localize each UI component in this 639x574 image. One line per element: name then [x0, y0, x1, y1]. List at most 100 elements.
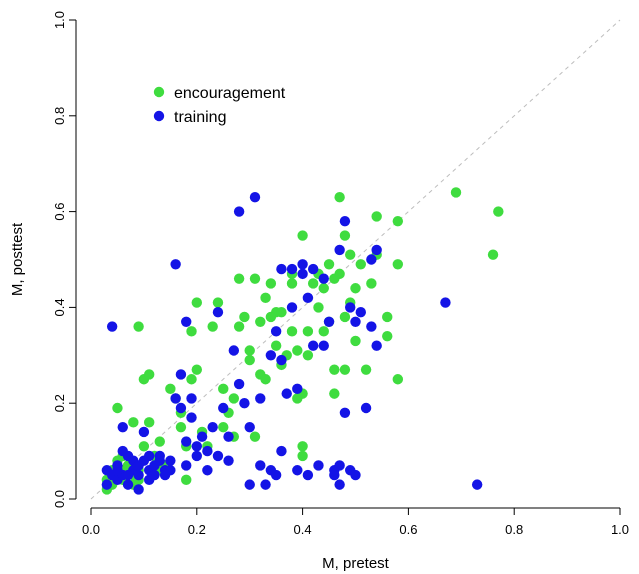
point-encouragement	[329, 388, 340, 399]
point-encouragement	[355, 259, 366, 270]
point-training	[233, 378, 245, 390]
point-training	[276, 445, 287, 457]
point-training	[260, 479, 271, 490]
point-encouragement	[392, 215, 404, 227]
point-training	[276, 263, 287, 275]
point-training	[170, 259, 181, 270]
point-training	[355, 306, 366, 318]
point-encouragement	[318, 326, 329, 337]
point-training	[307, 340, 319, 351]
point-encouragement	[450, 187, 462, 198]
point-training	[292, 465, 303, 476]
point-training	[181, 436, 192, 447]
point-training	[313, 460, 324, 471]
point-training	[323, 316, 335, 327]
point-training	[350, 316, 361, 327]
point-training	[122, 479, 134, 490]
x-tick-label: 0.4	[294, 522, 312, 537]
point-encouragement	[255, 316, 266, 327]
point-training	[117, 421, 128, 433]
point-training	[223, 431, 234, 442]
point-encouragement	[360, 364, 372, 375]
point-training	[165, 455, 176, 466]
point-training	[307, 263, 319, 275]
point-encouragement	[154, 436, 165, 447]
y-tick-label: 0.0	[52, 490, 67, 508]
point-training	[302, 292, 314, 304]
point-encouragement	[186, 374, 197, 385]
point-encouragement	[318, 283, 329, 294]
point-encouragement	[143, 417, 155, 428]
point-training	[297, 259, 308, 270]
data-points	[101, 187, 504, 495]
point-encouragement	[265, 311, 277, 323]
point-training	[233, 206, 245, 217]
point-training	[471, 479, 483, 490]
point-encouragement	[228, 393, 240, 404]
point-training	[212, 450, 224, 462]
point-encouragement	[175, 421, 187, 433]
x-tick-label: 0.0	[82, 522, 100, 537]
point-training	[106, 321, 118, 332]
point-encouragement	[297, 230, 308, 241]
point-training	[207, 421, 218, 433]
point-encouragement	[286, 326, 298, 337]
point-training	[202, 465, 213, 476]
y-tick-label: 0.4	[52, 298, 67, 316]
point-encouragement	[382, 311, 393, 323]
point-encouragement	[392, 374, 404, 385]
legend-marker-training	[153, 110, 165, 122]
point-encouragement	[276, 306, 287, 318]
point-encouragement	[350, 335, 361, 347]
point-training	[366, 321, 377, 332]
point-training	[292, 383, 303, 395]
point-training	[334, 244, 345, 256]
legend-marker-encouragement	[153, 86, 165, 98]
point-encouragement	[218, 383, 229, 395]
point-training	[239, 398, 250, 409]
y-tick-label: 0.6	[52, 203, 67, 221]
point-training	[223, 455, 234, 466]
legend: encouragement training	[141, 77, 317, 135]
point-training	[228, 345, 240, 356]
point-training	[339, 407, 351, 418]
point-encouragement	[339, 230, 351, 241]
point-training	[297, 268, 308, 280]
point-training	[175, 369, 187, 380]
point-encouragement	[218, 421, 229, 433]
point-encouragement	[212, 297, 224, 308]
point-training	[196, 431, 208, 442]
point-training	[360, 402, 372, 414]
point-encouragement	[339, 311, 351, 323]
point-encouragement	[350, 283, 361, 294]
point-training	[334, 460, 345, 471]
point-training	[138, 426, 150, 438]
point-encouragement	[191, 297, 202, 308]
point-training	[345, 302, 356, 313]
point-encouragement	[128, 417, 139, 428]
point-encouragement	[138, 441, 150, 452]
point-encouragement	[244, 354, 255, 366]
point-training	[329, 469, 340, 481]
point-encouragement	[249, 273, 261, 284]
point-training	[133, 484, 144, 495]
point-training	[133, 460, 144, 471]
legend-label-training: training	[174, 109, 226, 126]
point-encouragement	[297, 441, 308, 452]
point-encouragement	[366, 278, 377, 289]
identity-reference-line	[90, 19, 621, 500]
point-encouragement	[487, 249, 499, 260]
point-encouragement	[181, 474, 192, 486]
legend-box	[141, 77, 317, 135]
point-encouragement	[493, 206, 504, 217]
point-training	[286, 263, 298, 275]
point-encouragement	[249, 431, 261, 442]
point-training	[255, 393, 266, 404]
point-encouragement	[302, 326, 314, 337]
y-tick-label: 1.0	[52, 11, 67, 29]
point-encouragement	[233, 321, 245, 332]
point-training	[181, 316, 192, 327]
point-training	[281, 388, 292, 399]
point-encouragement	[345, 249, 356, 260]
point-training	[371, 340, 382, 351]
